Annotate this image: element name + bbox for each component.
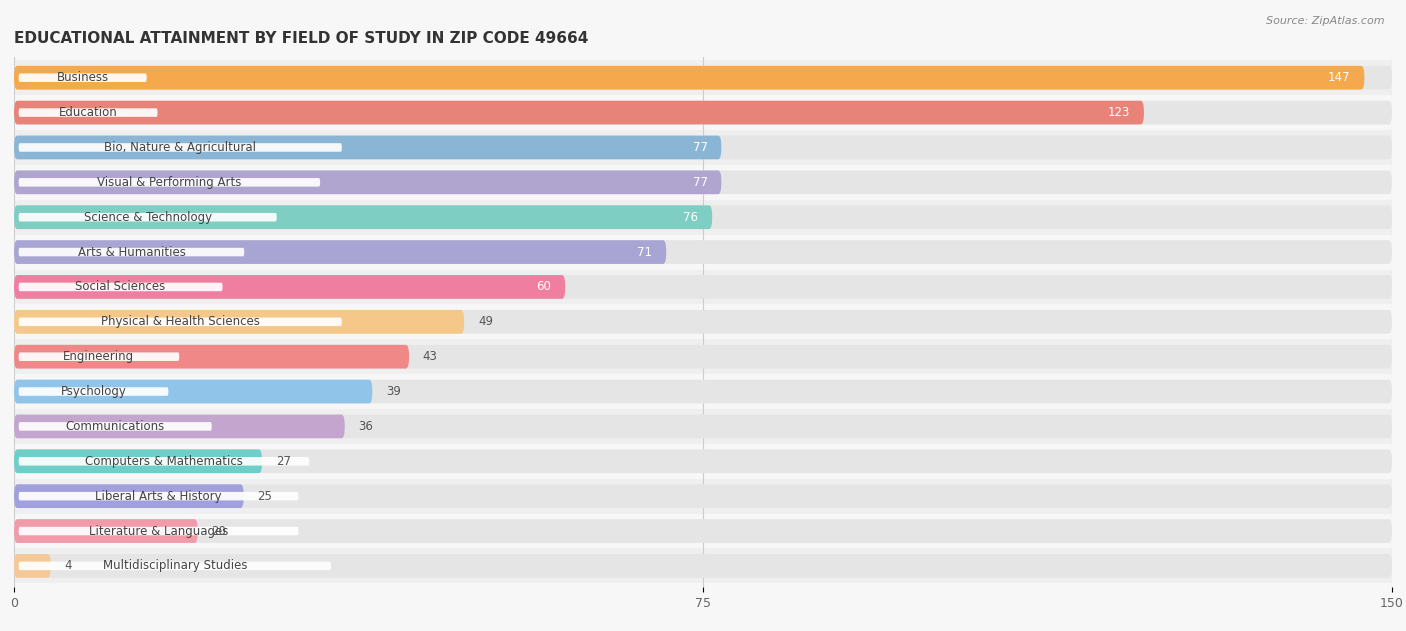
FancyBboxPatch shape bbox=[18, 178, 321, 187]
FancyBboxPatch shape bbox=[14, 310, 464, 334]
Text: 39: 39 bbox=[387, 385, 401, 398]
FancyBboxPatch shape bbox=[0, 269, 1406, 304]
Text: 27: 27 bbox=[276, 455, 291, 468]
FancyBboxPatch shape bbox=[0, 548, 1406, 583]
FancyBboxPatch shape bbox=[14, 275, 565, 299]
FancyBboxPatch shape bbox=[0, 130, 1406, 165]
FancyBboxPatch shape bbox=[14, 449, 1392, 473]
FancyBboxPatch shape bbox=[0, 61, 1406, 95]
FancyBboxPatch shape bbox=[14, 415, 1392, 439]
FancyBboxPatch shape bbox=[18, 73, 146, 82]
Text: 43: 43 bbox=[423, 350, 437, 363]
FancyBboxPatch shape bbox=[14, 136, 1392, 159]
FancyBboxPatch shape bbox=[14, 380, 1392, 403]
FancyBboxPatch shape bbox=[14, 485, 243, 508]
FancyBboxPatch shape bbox=[18, 562, 330, 570]
Text: Literature & Languages: Literature & Languages bbox=[89, 524, 228, 538]
FancyBboxPatch shape bbox=[14, 554, 1392, 578]
Text: Bio, Nature & Agricultural: Bio, Nature & Agricultural bbox=[104, 141, 256, 154]
FancyBboxPatch shape bbox=[14, 66, 1392, 90]
FancyBboxPatch shape bbox=[0, 339, 1406, 374]
FancyBboxPatch shape bbox=[0, 479, 1406, 514]
FancyBboxPatch shape bbox=[14, 415, 344, 439]
Text: 77: 77 bbox=[693, 176, 707, 189]
FancyBboxPatch shape bbox=[14, 66, 1364, 90]
FancyBboxPatch shape bbox=[14, 345, 409, 369]
FancyBboxPatch shape bbox=[14, 101, 1144, 124]
Text: Business: Business bbox=[56, 71, 108, 84]
FancyBboxPatch shape bbox=[0, 409, 1406, 444]
Text: Education: Education bbox=[59, 106, 118, 119]
Text: Social Sciences: Social Sciences bbox=[76, 280, 166, 293]
FancyBboxPatch shape bbox=[14, 205, 713, 229]
FancyBboxPatch shape bbox=[18, 213, 277, 221]
FancyBboxPatch shape bbox=[0, 95, 1406, 130]
FancyBboxPatch shape bbox=[0, 165, 1406, 200]
Text: Arts & Humanities: Arts & Humanities bbox=[77, 245, 186, 259]
FancyBboxPatch shape bbox=[0, 200, 1406, 235]
Text: 36: 36 bbox=[359, 420, 374, 433]
FancyBboxPatch shape bbox=[18, 352, 179, 361]
FancyBboxPatch shape bbox=[18, 457, 309, 466]
FancyBboxPatch shape bbox=[0, 444, 1406, 479]
Text: 71: 71 bbox=[637, 245, 652, 259]
FancyBboxPatch shape bbox=[14, 205, 1392, 229]
FancyBboxPatch shape bbox=[14, 170, 721, 194]
Text: 4: 4 bbox=[65, 560, 72, 572]
Text: Science & Technology: Science & Technology bbox=[83, 211, 212, 224]
FancyBboxPatch shape bbox=[0, 374, 1406, 409]
FancyBboxPatch shape bbox=[18, 422, 212, 431]
Text: 76: 76 bbox=[683, 211, 699, 224]
Text: 25: 25 bbox=[257, 490, 273, 503]
FancyBboxPatch shape bbox=[18, 317, 342, 326]
FancyBboxPatch shape bbox=[14, 554, 51, 578]
Text: Communications: Communications bbox=[66, 420, 165, 433]
Text: 49: 49 bbox=[478, 316, 494, 328]
FancyBboxPatch shape bbox=[14, 310, 1392, 334]
FancyBboxPatch shape bbox=[18, 387, 169, 396]
FancyBboxPatch shape bbox=[0, 235, 1406, 269]
FancyBboxPatch shape bbox=[18, 143, 342, 151]
Text: Multidisciplinary Studies: Multidisciplinary Studies bbox=[103, 560, 247, 572]
FancyBboxPatch shape bbox=[14, 380, 373, 403]
Text: Psychology: Psychology bbox=[60, 385, 127, 398]
Text: 60: 60 bbox=[537, 280, 551, 293]
FancyBboxPatch shape bbox=[18, 283, 222, 292]
Text: 123: 123 bbox=[1108, 106, 1130, 119]
Text: 77: 77 bbox=[693, 141, 707, 154]
FancyBboxPatch shape bbox=[14, 170, 1392, 194]
FancyBboxPatch shape bbox=[18, 492, 298, 500]
FancyBboxPatch shape bbox=[18, 248, 245, 256]
FancyBboxPatch shape bbox=[14, 136, 721, 159]
FancyBboxPatch shape bbox=[14, 345, 1392, 369]
Text: Physical & Health Sciences: Physical & Health Sciences bbox=[101, 316, 260, 328]
Text: Source: ZipAtlas.com: Source: ZipAtlas.com bbox=[1267, 16, 1385, 26]
FancyBboxPatch shape bbox=[18, 109, 157, 117]
Text: Engineering: Engineering bbox=[63, 350, 135, 363]
FancyBboxPatch shape bbox=[0, 514, 1406, 548]
Text: 147: 147 bbox=[1329, 71, 1351, 84]
FancyBboxPatch shape bbox=[14, 485, 1392, 508]
FancyBboxPatch shape bbox=[0, 304, 1406, 339]
FancyBboxPatch shape bbox=[14, 519, 1392, 543]
Text: Liberal Arts & History: Liberal Arts & History bbox=[96, 490, 222, 503]
Text: 20: 20 bbox=[211, 524, 226, 538]
FancyBboxPatch shape bbox=[14, 240, 1392, 264]
Text: Visual & Performing Arts: Visual & Performing Arts bbox=[97, 176, 242, 189]
FancyBboxPatch shape bbox=[14, 101, 1392, 124]
Text: Computers & Mathematics: Computers & Mathematics bbox=[84, 455, 243, 468]
FancyBboxPatch shape bbox=[18, 527, 298, 535]
FancyBboxPatch shape bbox=[14, 275, 1392, 299]
FancyBboxPatch shape bbox=[14, 449, 262, 473]
FancyBboxPatch shape bbox=[14, 519, 198, 543]
FancyBboxPatch shape bbox=[14, 240, 666, 264]
Text: EDUCATIONAL ATTAINMENT BY FIELD OF STUDY IN ZIP CODE 49664: EDUCATIONAL ATTAINMENT BY FIELD OF STUDY… bbox=[14, 31, 589, 46]
